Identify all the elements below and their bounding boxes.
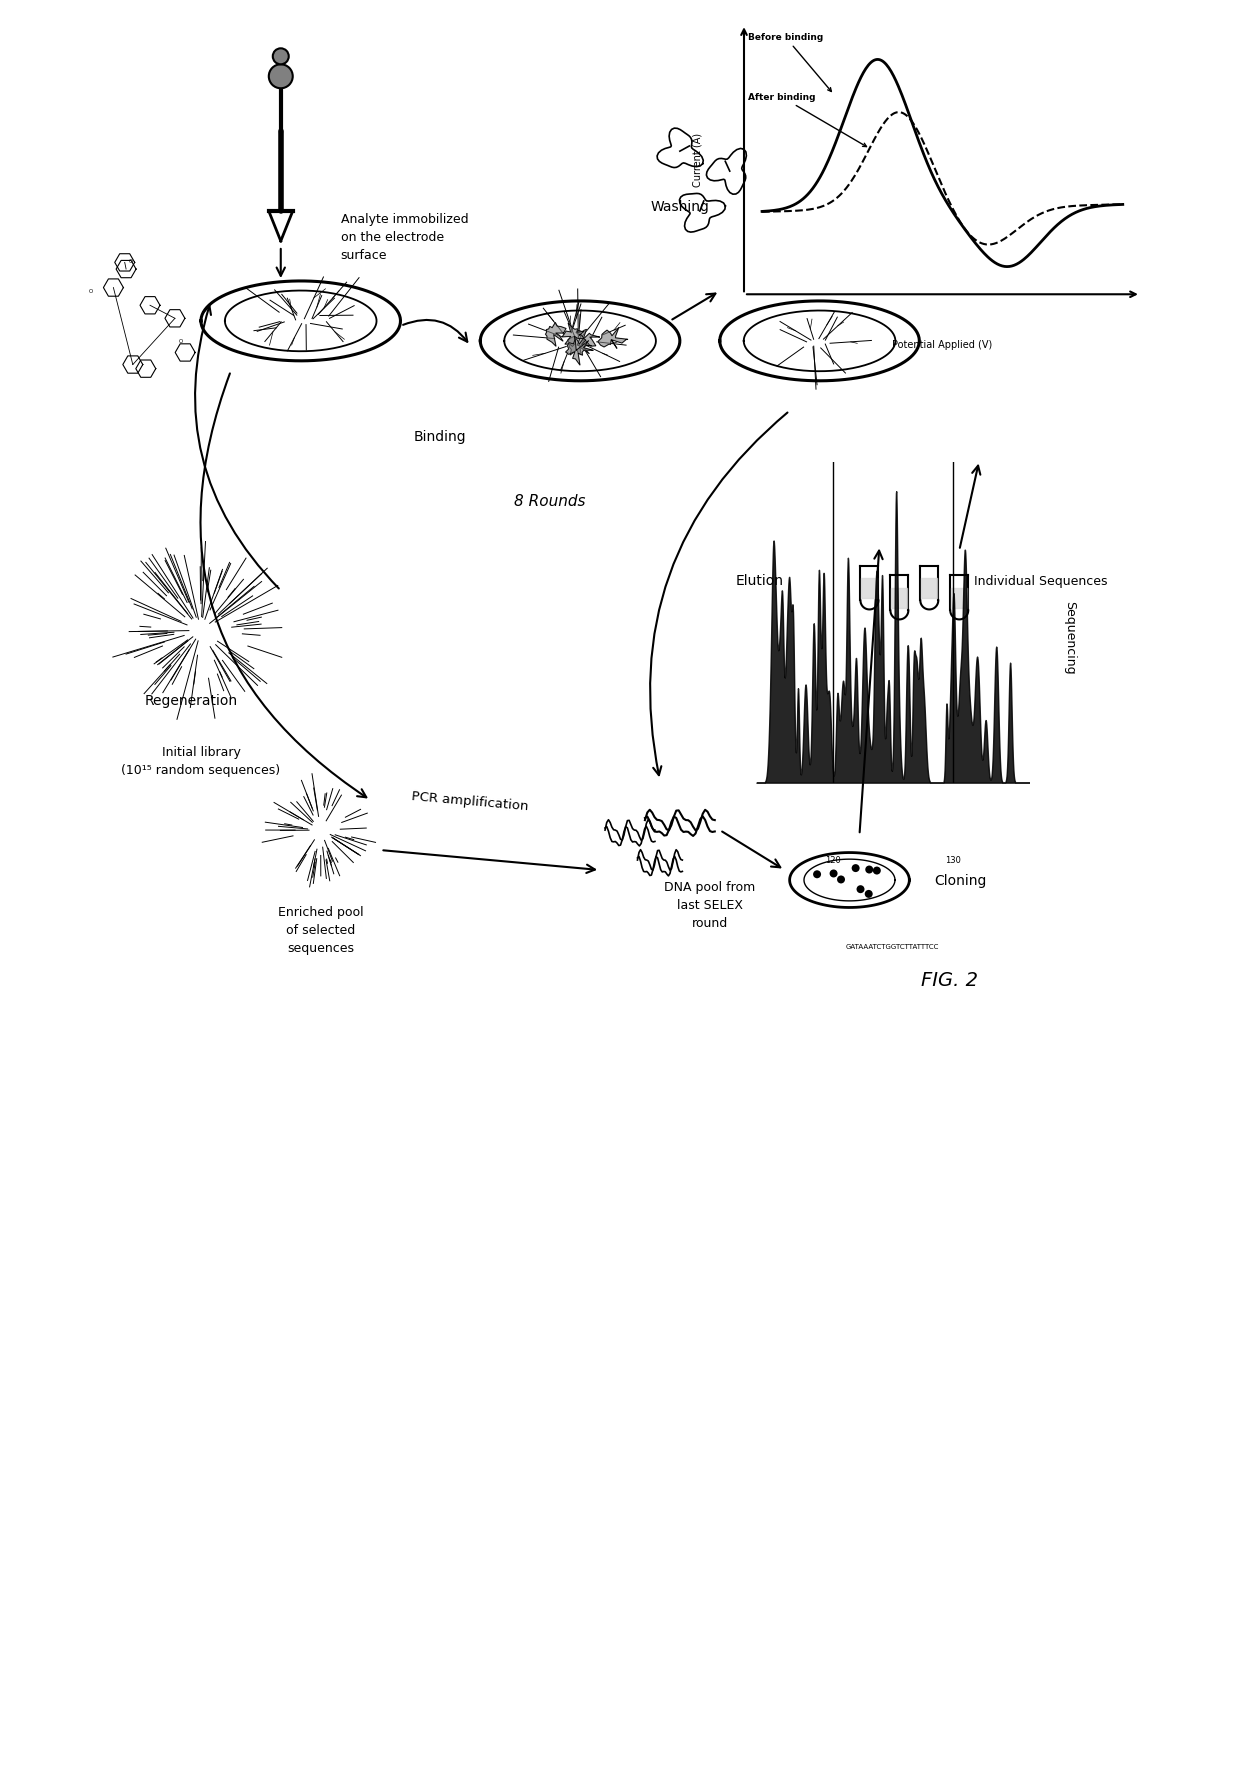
Polygon shape [546,324,565,347]
Text: O: O [179,340,184,344]
Text: Potential Applied (V): Potential Applied (V) [893,340,992,351]
Polygon shape [577,329,599,347]
Circle shape [837,876,844,885]
Text: After binding: After binding [748,93,867,148]
Text: DNA pool from
last SELEX
round: DNA pool from last SELEX round [665,881,755,929]
Circle shape [864,890,873,899]
Text: Current (A): Current (A) [692,134,702,187]
Text: FIG. 2: FIG. 2 [921,970,978,990]
Text: Elution: Elution [735,575,784,587]
Polygon shape [201,281,401,361]
Text: PCR amplification: PCR amplification [412,789,529,812]
Text: O: O [129,260,133,265]
Circle shape [873,867,880,876]
Text: Washing: Washing [651,199,709,214]
Text: 120: 120 [825,856,841,865]
Text: Individual Sequences: Individual Sequences [975,575,1107,587]
Circle shape [857,886,864,894]
Text: Enriched pool
of selected
sequences: Enriched pool of selected sequences [278,906,363,954]
Polygon shape [790,853,909,908]
Text: O: O [89,290,93,294]
Text: GATAAATCTGGTCTTATTTCC: GATAAATCTGGTCTTATTTCC [846,943,940,949]
Text: 130: 130 [945,856,961,865]
Text: Cloning: Cloning [934,874,987,888]
Polygon shape [565,340,593,367]
Text: Analyte immobilized
on the electrode
surface: Analyte immobilized on the electrode sur… [341,212,469,262]
Text: Regeneration: Regeneration [144,694,238,708]
Circle shape [273,50,289,66]
Circle shape [813,870,821,879]
Text: Binding: Binding [414,429,466,443]
Circle shape [866,867,873,874]
Text: 8 Rounds: 8 Rounds [515,493,587,509]
Polygon shape [568,336,591,356]
Circle shape [830,870,837,878]
Text: Before binding: Before binding [748,34,831,93]
Polygon shape [598,328,627,349]
Polygon shape [480,303,680,381]
Circle shape [269,66,293,89]
Text: Initial library
(10¹⁵ random sequences): Initial library (10¹⁵ random sequences) [122,746,280,776]
Polygon shape [719,303,919,381]
Text: Sequencing: Sequencing [1064,602,1076,675]
Polygon shape [562,324,584,347]
Circle shape [852,865,859,872]
